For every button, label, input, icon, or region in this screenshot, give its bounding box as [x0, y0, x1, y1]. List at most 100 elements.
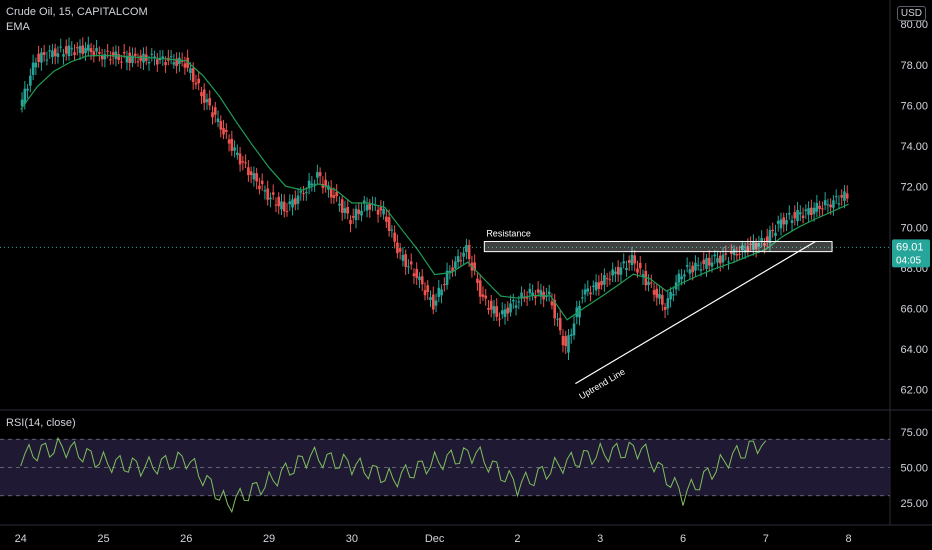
candle-body — [117, 54, 120, 61]
time-tick-label: 8 — [846, 533, 852, 545]
price-tick-label: 80.00 — [900, 19, 928, 31]
uptrend-label: Uptrend Line — [577, 366, 626, 401]
candle-body — [818, 205, 821, 209]
candle-body — [456, 256, 460, 263]
candle-body — [291, 199, 294, 208]
candle-body — [423, 290, 427, 296]
candle-body — [622, 261, 625, 264]
rsi-tick-label: 75.00 — [900, 427, 928, 439]
time-tick-label: 25 — [97, 533, 109, 545]
candle-body — [787, 213, 791, 215]
candle-body — [614, 271, 617, 274]
candle-body — [683, 274, 686, 277]
candle-body — [699, 269, 703, 271]
candle-body — [536, 289, 540, 293]
candle-body — [663, 307, 667, 311]
candle-body — [829, 204, 832, 208]
candle-body — [741, 245, 744, 251]
candle-body — [801, 215, 805, 219]
candle-body — [580, 297, 584, 299]
candle-body — [233, 147, 236, 151]
candle-body — [638, 262, 642, 269]
price-tick-label: 62.00 — [900, 385, 928, 397]
candle-body — [62, 54, 65, 57]
candle-body — [636, 268, 639, 273]
candle-body — [707, 257, 711, 266]
candle-body — [443, 284, 446, 286]
candle-body — [812, 207, 816, 214]
candle-body — [627, 260, 631, 263]
candle-body — [324, 179, 327, 187]
candle-body — [771, 229, 775, 232]
candle-body — [84, 47, 87, 54]
candle-body — [20, 99, 24, 107]
candle-body — [205, 99, 209, 103]
price-tick-label: 74.00 — [900, 141, 928, 153]
candle-body — [677, 273, 681, 283]
candle-body — [476, 278, 479, 284]
price-tick-label: 70.00 — [900, 222, 928, 234]
candle-body — [53, 48, 57, 57]
candle-body — [547, 291, 551, 295]
candle-body — [605, 278, 609, 280]
candle-body — [40, 52, 43, 63]
candle-body — [545, 296, 548, 298]
candle-body — [619, 267, 623, 275]
candle-body — [230, 138, 234, 151]
candle-body — [641, 274, 645, 277]
candle-body — [462, 252, 465, 257]
candle-body — [111, 52, 115, 57]
candle-body — [48, 50, 51, 52]
candle-body — [313, 183, 316, 185]
candle-body — [500, 310, 504, 315]
candle-body — [310, 183, 314, 186]
candle-body — [779, 219, 783, 229]
candle-body — [525, 297, 529, 299]
candle-body — [821, 208, 824, 210]
candle-body — [843, 191, 846, 201]
uptrend-line — [575, 240, 816, 385]
candle-body — [200, 92, 203, 97]
candle-body — [128, 52, 132, 64]
candle-body — [100, 55, 104, 60]
candle-body — [735, 254, 739, 256]
candle-body — [87, 44, 90, 51]
candle-body — [649, 282, 653, 284]
candle-body — [343, 208, 347, 213]
candle-body — [131, 55, 134, 63]
candle-body — [465, 245, 468, 252]
candle-body — [365, 204, 369, 211]
candle-body — [396, 242, 399, 254]
candle-body — [680, 276, 683, 280]
candle-body — [661, 295, 664, 305]
candle-body — [454, 261, 457, 269]
candle-body — [329, 187, 333, 198]
price-tick-label: 64.00 — [900, 344, 928, 356]
time-tick-label: 2 — [514, 533, 520, 545]
candle-body — [807, 208, 810, 215]
candle-body — [78, 45, 82, 53]
time-tick-label: 7 — [763, 533, 769, 545]
rsi-band — [0, 439, 890, 496]
price-badge-countdown: 04:05 — [896, 255, 921, 266]
currency-button[interactable]: USD — [896, 6, 926, 21]
candle-body — [37, 53, 40, 63]
candle-body — [252, 173, 256, 180]
candle-body — [409, 261, 413, 265]
candle-body — [42, 52, 46, 56]
candle-body — [564, 336, 568, 347]
candle-body — [401, 254, 405, 261]
candle-body — [583, 289, 587, 295]
candle-body — [810, 207, 813, 216]
candle-body — [445, 270, 449, 285]
candle-body — [647, 281, 650, 286]
candle-body — [633, 255, 637, 264]
candle-body — [266, 188, 269, 200]
candle-body — [269, 197, 272, 200]
candle-body — [390, 229, 394, 231]
candle-body — [305, 191, 308, 193]
candle-body — [837, 203, 841, 205]
candle-body — [412, 273, 416, 277]
candle-body — [407, 266, 410, 268]
